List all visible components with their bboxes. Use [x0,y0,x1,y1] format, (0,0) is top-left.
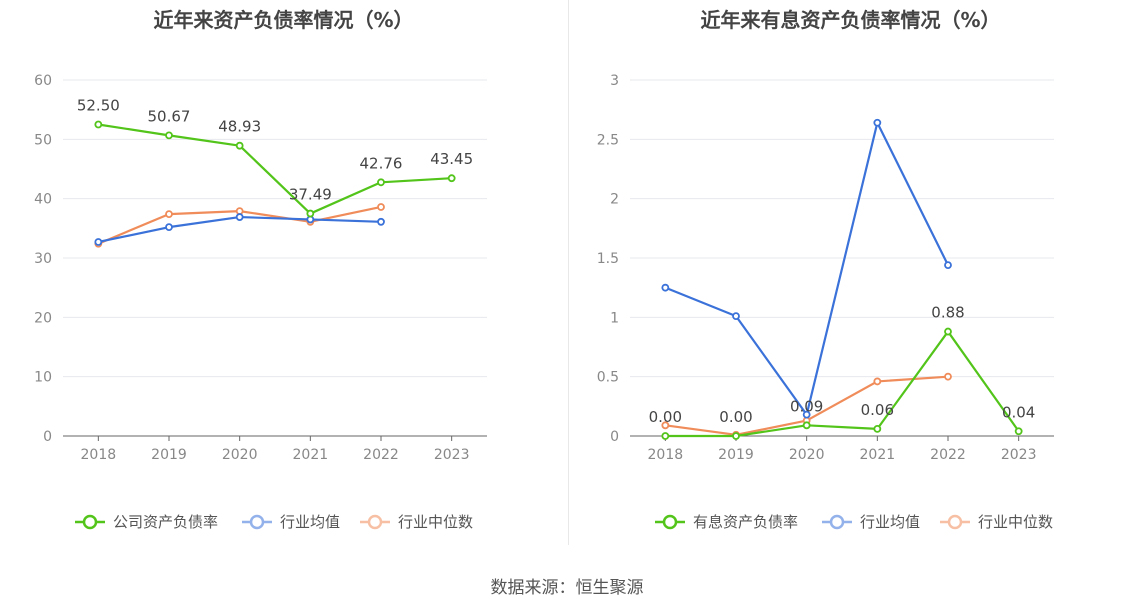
y-tick-label: 50 [34,132,52,148]
data-point [732,432,740,440]
line-chart-debt-ratio: 0 10 20 30 40 50 60 2018 2019 2020 2021 2022 2023 52.… [34,73,487,531]
y-tick-label: 1.5 [597,251,619,267]
y-tick-label: 20 [34,310,52,326]
x-tick-label: 2019 [151,447,187,463]
data-point [306,209,315,218]
data-label: 37.49 [289,186,332,204]
series-line [664,121,949,416]
chart-title: 近年来资产负债率情况（%） [153,8,414,32]
data-point [165,131,173,140]
x-tick-label: 2022 [363,447,399,463]
data-point [873,377,882,386]
y-tick-label: 30 [34,251,52,267]
data-point [377,178,385,187]
legend-label: 行业均值 [860,513,920,531]
y-tick-label: 60 [34,73,52,89]
legend-marker [662,514,678,530]
data-point [944,261,952,270]
x-tick-label: 2018 [81,447,117,463]
data-point [802,410,811,419]
data-point [165,210,173,218]
x-tick-label: 2022 [930,447,966,463]
data-point [235,213,244,221]
data-label: 0.00 [719,408,752,426]
x-tick-label: 2019 [718,447,754,463]
y-tick-label: 2.5 [597,132,619,148]
x-tick-label: 2020 [789,447,825,463]
data-label: 0.00 [649,408,682,426]
y-tick-label: 0 [610,429,619,445]
legend-marker [249,514,265,530]
data-label: 50.67 [148,107,191,125]
chart-panel-interest-debt-ratio: 近年来有息资产负债率情况（%） 0 0.5 1 1.5 2 2.5 3 2018 2019 202… [567,0,1134,560]
data-label: 43.45 [430,150,473,168]
series-line [98,123,452,215]
data-point [377,203,385,211]
y-tick-label: 3 [610,73,619,89]
data-point [873,118,882,127]
data-point [661,283,670,292]
data-label: 48.93 [218,118,261,136]
legend-marker [82,514,98,530]
series-line [665,330,1020,438]
data-source-note: 数据来源：恒生聚源 [490,578,644,598]
legend-marker [829,514,845,530]
x-tick-label: 2021 [293,447,329,463]
legend-marker [947,514,963,530]
x-tick-label: 2021 [860,447,896,463]
panel-divider [568,0,569,545]
legend-label: 行业均值 [280,513,340,531]
legend-label: 公司资产负债率 [113,513,218,531]
data-point [377,217,385,226]
data-point [732,312,740,321]
y-tick-label: 40 [34,192,52,208]
data-label: 42.76 [360,154,403,172]
data-point [447,174,456,183]
data-point [94,238,103,246]
data-label: 0.09 [790,397,823,415]
data-point [802,421,811,430]
data-point [165,223,173,232]
chart-panel-debt-ratio: 近年来资产负债率情况（%） 0 10 20 30 40 50 60 2018 2019 2020 2… [0,0,567,560]
data-label: 0.88 [931,304,964,322]
data-point [661,432,670,440]
data-point [944,327,952,336]
x-tick-label: 2020 [222,447,258,463]
data-point [944,372,952,381]
chart-title: 近年来有息资产负债率情况（%） [700,8,1001,32]
data-point [873,424,882,433]
x-tick-label: 2018 [648,447,684,463]
y-tick-label: 1 [610,310,619,326]
y-tick-label: 0.5 [597,370,619,386]
legend-marker [367,514,383,530]
legend-label: 有息资产负债率 [693,513,798,531]
y-tick-label: 10 [34,370,52,386]
data-label: 0.04 [1002,403,1035,421]
line-chart-interest-debt-ratio: 0 0.5 1 1.5 2 2.5 3 2018 2019 2020 2021 2022 2023 0.0… [597,73,1054,531]
data-point [1014,427,1023,436]
data-label: 0.06 [861,401,894,419]
x-tick-label: 2023 [434,447,470,463]
x-tick-label: 2023 [1001,447,1037,463]
data-point [94,120,103,129]
data-point [661,421,670,430]
data-label: 52.50 [77,97,120,115]
y-tick-label: 2 [610,192,619,208]
legend-label: 行业中位数 [398,513,473,531]
y-tick-label: 0 [43,429,52,445]
legend-label: 行业中位数 [978,513,1053,531]
data-point [235,141,244,150]
